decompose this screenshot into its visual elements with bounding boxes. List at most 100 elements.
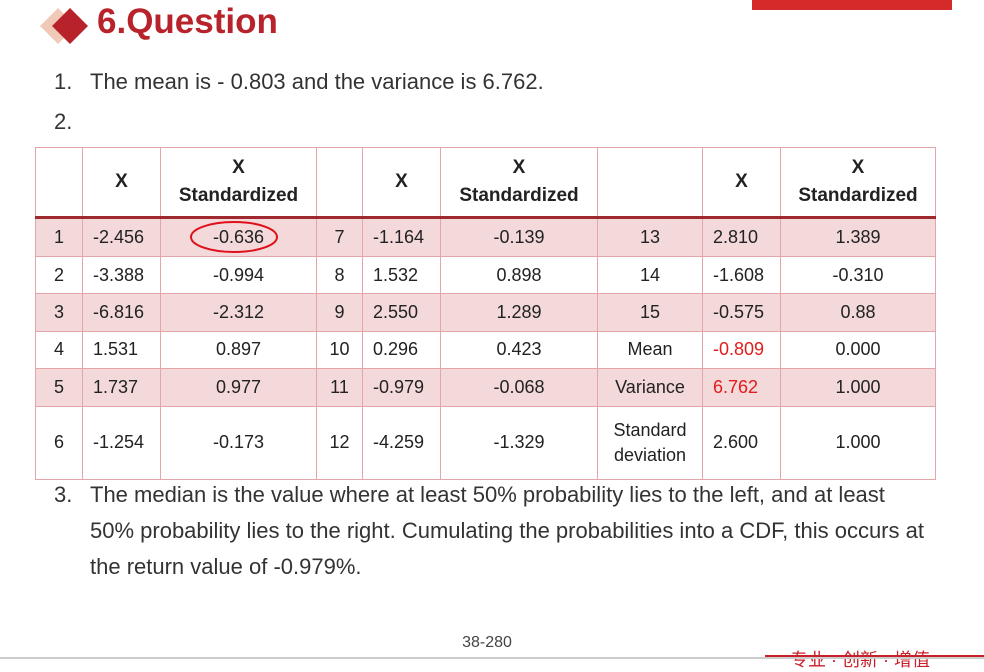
table-cell: 0.88 — [780, 293, 936, 332]
cell-text: 2.810 — [713, 226, 759, 247]
table-cell: 3 — [35, 293, 83, 332]
table-cell: -6.816 — [82, 293, 161, 332]
cell-text: Mean — [627, 339, 673, 360]
table-cell: -0.173 — [160, 405, 317, 481]
table-cell: -2.456 — [82, 217, 161, 257]
cell-text: 12 — [329, 432, 350, 453]
annotation-circle — [190, 221, 278, 253]
cell-text: 14 — [639, 264, 661, 285]
item-number: 1. — [54, 69, 73, 94]
header-text: X — [115, 171, 128, 192]
table-cell: 12 — [316, 405, 363, 481]
table-cell: 1.389 — [780, 217, 936, 257]
table-cell: 0.977 — [160, 368, 317, 407]
cell-text: -0.575 — [713, 301, 765, 322]
cell-text: -4.259 — [373, 432, 425, 453]
cell-text: 8 — [334, 264, 345, 285]
table-cell: 0.423 — [440, 330, 598, 370]
cell-text: -6.816 — [93, 301, 145, 322]
table-cell: -0.809 — [702, 330, 781, 370]
cell-text: -2.456 — [93, 226, 145, 247]
item-number: 2. — [54, 109, 73, 134]
table-cell: -0.139 — [440, 217, 598, 257]
cell-text: 0.88 — [840, 301, 876, 322]
table-cell: 1.737 — [82, 368, 161, 407]
header-text: X Standardized — [798, 157, 918, 206]
table-cell: 7 — [316, 217, 363, 257]
tagline: 专业 · 创新 · 增值 — [790, 650, 930, 670]
header-cell — [597, 147, 703, 219]
table-cell: 2.600 — [702, 405, 781, 481]
header-cell: X — [362, 147, 441, 219]
cell-text: 6.762 — [713, 376, 759, 397]
cell-text: 2.550 — [373, 301, 419, 322]
top-bar — [752, 0, 952, 10]
header-cell: X — [702, 147, 781, 219]
table-cell: -4.259 — [362, 405, 441, 481]
table-cell: 1.000 — [780, 405, 936, 481]
table-cell: 6 — [35, 405, 83, 481]
cell-text: 0.423 — [496, 339, 542, 360]
cell-text: Variance — [615, 376, 685, 397]
cell-text: -0.310 — [832, 264, 884, 285]
cell-text: 9 — [334, 301, 345, 322]
header-cell: X — [82, 147, 161, 219]
cell-text: 0.000 — [835, 339, 881, 360]
header-text: X — [395, 171, 408, 192]
header-text: X — [735, 171, 748, 192]
item-number: 3. — [54, 482, 73, 507]
header-cell — [35, 147, 83, 219]
table-cell: Standard deviation — [597, 405, 703, 481]
cell-text: -0.809 — [713, 339, 765, 360]
table-cell: Mean — [597, 330, 703, 370]
cell-text: -1.164 — [373, 226, 425, 247]
table-cell: -1.608 — [702, 255, 781, 295]
table-cell: -3.388 — [82, 255, 161, 295]
cell-text: 4 — [53, 339, 64, 360]
title-icon — [40, 8, 88, 44]
table-cell: 0.897 — [160, 330, 317, 370]
bottom-border — [0, 657, 984, 659]
table-cell: 1 — [35, 217, 83, 257]
page-number: 38-280 — [462, 634, 512, 651]
cell-text: 5 — [53, 376, 64, 397]
table-cell: -2.312 — [160, 293, 317, 332]
table-cell: 11 — [316, 368, 363, 407]
table-cell: 1.532 — [362, 255, 441, 295]
cell-text: -0.994 — [212, 264, 265, 285]
header-cell: X Standardized — [160, 147, 317, 219]
cell-text: 3 — [53, 301, 64, 322]
table-cell: -1.329 — [440, 405, 598, 481]
cell-text: -0.139 — [493, 226, 545, 247]
table-cell: Variance — [597, 368, 703, 407]
header-cell: X Standardized — [780, 147, 936, 219]
cell-text: 0.296 — [373, 339, 419, 360]
table-cell: 6.762 — [702, 368, 781, 407]
table-cell: 8 — [316, 255, 363, 295]
cell-text: 1.289 — [496, 301, 542, 322]
table-cell: 1.000 — [780, 368, 936, 407]
table-cell: 2.550 — [362, 293, 441, 332]
table-cell: -1.254 — [82, 405, 161, 481]
table-row: 5 1.737 0.977 11 -0.979 -0.068 Variance 6.762 1.… — [35, 368, 936, 407]
header-cell — [316, 147, 363, 219]
cell-text: -3.388 — [93, 264, 145, 285]
table-cell: -0.636 — [160, 217, 317, 257]
item-text: The mean is - 0.803 and the variance is … — [90, 69, 544, 94]
table-cell: -1.164 — [362, 217, 441, 257]
table-cell: 0.000 — [780, 330, 936, 370]
cell-text: -1.608 — [713, 264, 765, 285]
table-cell: 14 — [597, 255, 703, 295]
table-cell: 2 — [35, 255, 83, 295]
cell-text: 1.000 — [835, 432, 881, 453]
cell-text: -0.636 — [212, 226, 265, 247]
data-table: X X Standardized X X Standardized X X Standar… — [35, 147, 936, 481]
table-row: 2 -3.388 -0.994 8 1.532 0.898 14 -1.608 -0.310 — [35, 255, 936, 295]
slide-title: 6.Question — [97, 2, 278, 41]
cell-text: 1.532 — [373, 264, 419, 285]
table-row: 6 -1.254 -0.173 12 -4.259 -1.329 Standard devi… — [35, 405, 936, 481]
cell-text: 1 — [53, 226, 64, 247]
cell-text: 1.000 — [835, 376, 881, 397]
cell-text: 7 — [334, 226, 345, 247]
